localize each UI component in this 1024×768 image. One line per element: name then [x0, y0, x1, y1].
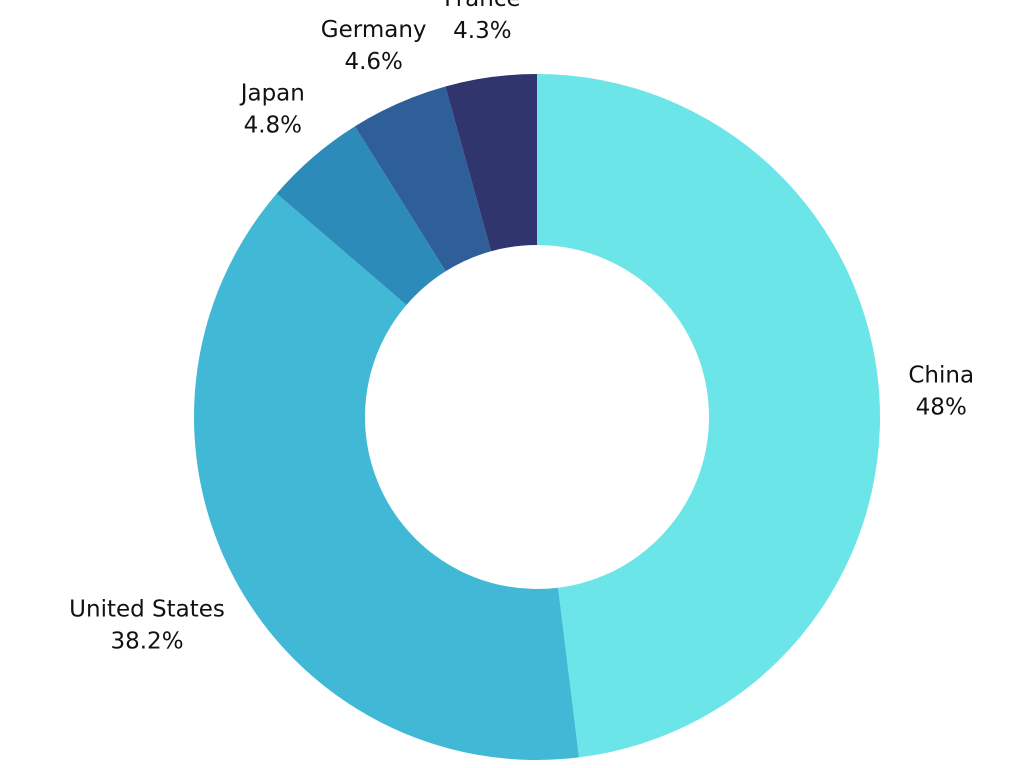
slice-label: China — [908, 363, 974, 389]
slice-label: France — [444, 0, 520, 12]
slice-label: Japan — [239, 81, 305, 107]
donut-slice — [445, 74, 537, 252]
donut-slice — [276, 126, 446, 305]
slice-label: Germany — [321, 17, 427, 43]
donut-slice — [354, 86, 492, 272]
slice-value-label: 38.2% — [110, 629, 183, 655]
slice-label: United States — [69, 597, 225, 623]
slice-value-label: 4.8% — [244, 113, 302, 139]
slice-value-label: 4.6% — [344, 49, 402, 75]
slice-value-label: 48% — [916, 395, 967, 421]
donut-slice — [194, 193, 579, 760]
donut-slice — [537, 74, 881, 758]
slice-value-label: 4.3% — [453, 18, 511, 44]
